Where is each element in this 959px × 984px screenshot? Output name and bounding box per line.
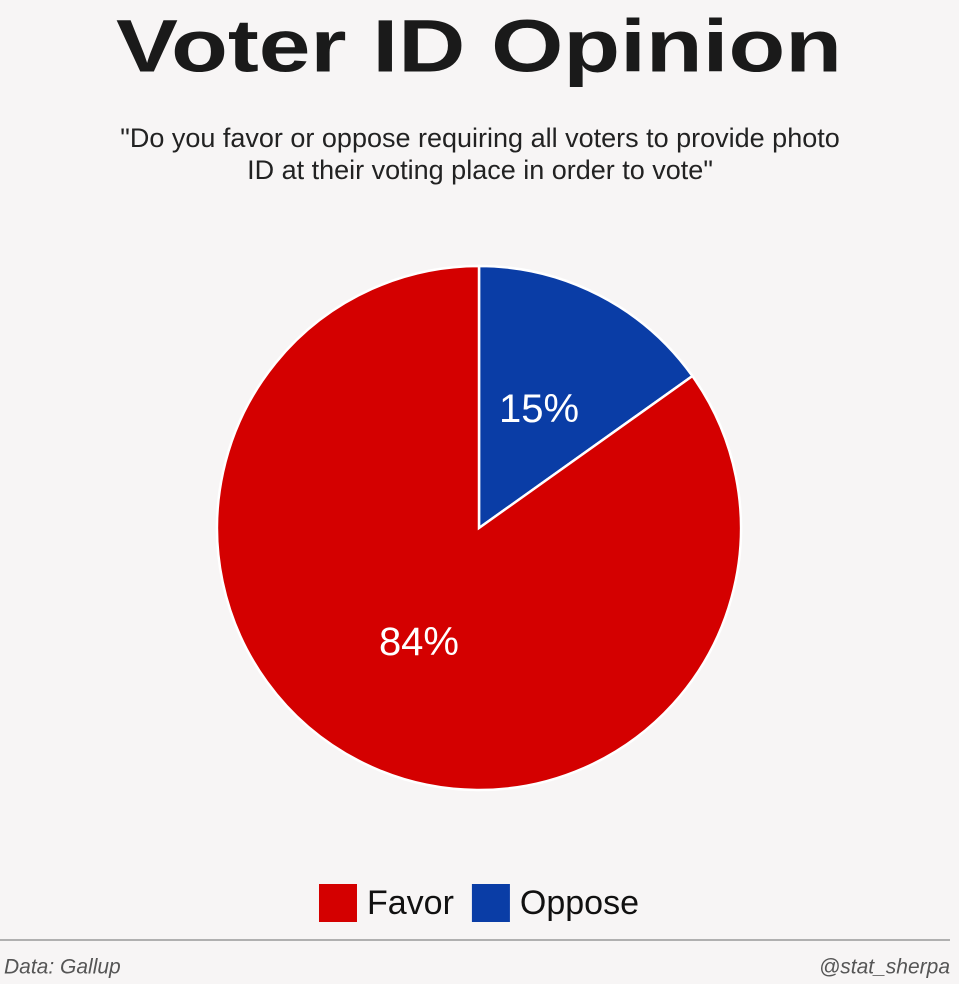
chart-subtitle: "Do you favor or oppose requiring all vo… [120, 123, 840, 185]
credit: @stat_sherpa [819, 956, 950, 979]
legend-swatch [471, 884, 510, 922]
source: Data: Gallup [4, 956, 121, 979]
data-label: 84% [379, 620, 459, 664]
data-label: 15% [499, 387, 579, 431]
legend-label: Oppose [520, 884, 639, 922]
legend-swatch [318, 884, 357, 922]
chart-title: Voter ID Opinion [116, 5, 842, 88]
pie-slice [477, 264, 695, 531]
legend-label: Favor [367, 884, 454, 922]
pie-slice [215, 264, 743, 792]
